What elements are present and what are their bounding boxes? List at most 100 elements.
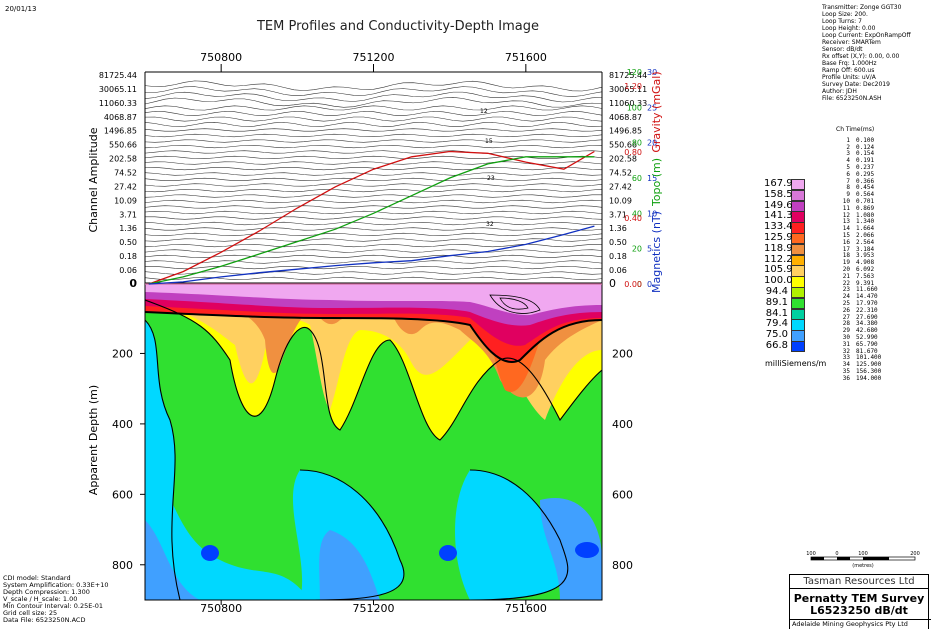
channel-number: 24 — [842, 293, 850, 301]
colorbar-swatch — [791, 179, 805, 191]
channel-table-row: 36 194.000 — [832, 374, 922, 383]
channel-number: 20 — [842, 265, 850, 273]
channel-number: 4 — [846, 157, 850, 165]
channel-profile-label: 23 — [487, 175, 495, 182]
topo-tick: 0 — [637, 280, 642, 289]
channel-number: 28 — [842, 320, 850, 328]
channel-time: 0.366 — [856, 177, 875, 185]
channel-time: 52.990 — [856, 333, 878, 341]
channel-time: 14.470 — [856, 293, 878, 301]
footer-info-line: Grid cell size: 25 — [3, 609, 58, 617]
channel-table-row: 17 3.184 — [832, 245, 922, 254]
channel-number: 15 — [842, 231, 850, 239]
gravity-tick: 0.40 — [624, 214, 642, 223]
cdi-zone-pink — [145, 283, 602, 316]
amp-tick-right: 0.06 — [609, 266, 627, 275]
channel-number: 21 — [842, 272, 850, 280]
channel-time: 4.908 — [856, 259, 875, 267]
magnetics-tick: 5 — [647, 245, 652, 254]
channel-time-table: Ch Time(ms) 1 0.100 2 0.124 3 0.154 4 0.191 5 0.2… — [832, 126, 922, 383]
channel-profile-line — [145, 105, 602, 111]
amp-tick-right: 3.71 — [609, 210, 627, 219]
channel-profile-line — [145, 199, 602, 204]
cdi-blob-3 — [575, 542, 599, 558]
colorbar-swatch — [791, 341, 805, 353]
line-name: L6523250 dB/dt — [810, 604, 908, 617]
header-info-line: Ramp Off: 600.us — [822, 67, 875, 74]
depth-tick-left: 600 — [112, 488, 133, 501]
contour-loop-inner — [499, 297, 529, 310]
colorbar-swatch — [791, 330, 805, 342]
channel-number: 2 — [846, 143, 850, 151]
depth-tick-left: 400 — [112, 418, 133, 431]
magnetics-series-line — [148, 225, 595, 285]
colorbar-swatch — [791, 254, 805, 266]
channel-number: 36 — [842, 374, 850, 382]
channel-table-row: 30 52.990 — [832, 333, 922, 342]
profile-lines — [148, 150, 595, 285]
topo-tick: 40 — [632, 209, 642, 218]
colorbar-swatch — [791, 233, 805, 245]
channel-profile-line — [145, 161, 602, 165]
channel-time: 3.953 — [856, 252, 875, 260]
channel-time: 34.380 — [856, 320, 878, 328]
channel-table-row: 8 0.454 — [832, 185, 922, 192]
magnetics-tick: 30 — [647, 68, 657, 77]
gravity-tick: 0.80 — [624, 148, 642, 157]
header-info-line: Rx offset (X,Y): 0.00, 0.00 — [822, 53, 900, 60]
survey-name: Pernatty TEM Survey — [793, 592, 925, 605]
amp-tick-right: 0.50 — [609, 238, 627, 247]
x-tick-label-bottom: 751600 — [505, 602, 547, 615]
channel-table-row: 32 81.670 — [832, 347, 922, 356]
channel-number: 32 — [842, 347, 850, 355]
figure-title: TEM Profiles and Conductivity-Depth Imag… — [256, 19, 539, 34]
channel-number: 25 — [842, 299, 850, 307]
amp-tick-right: 10.09 — [609, 196, 632, 205]
channel-profile-line — [145, 172, 602, 176]
channel-time: 125.900 — [856, 361, 882, 369]
colorbar-label: 133.4 — [764, 221, 793, 233]
channel-profile-line — [145, 249, 602, 253]
y-axis-label-gravity: Gravity (mGal) — [650, 71, 663, 152]
magnetics-tick: 20 — [647, 139, 657, 148]
date-stamp: 20/01/13 — [5, 5, 36, 13]
amp-tick-right: 1496.85 — [609, 127, 642, 136]
colorbar-label: 125.9 — [764, 232, 793, 243]
channel-time: 0.100 — [856, 136, 875, 144]
channel-profile-line — [145, 194, 602, 198]
footer-info-line: Min Contour Interval: 0.25E-01 — [3, 602, 103, 610]
channel-table-row: 11 0.869 — [832, 205, 922, 213]
amp-tick-left: 1496.85 — [104, 127, 137, 136]
amp-tick-right: 27.42 — [609, 182, 632, 191]
amp-tick-left: 0.06 — [119, 266, 137, 275]
depth-tick-right: 600 — [612, 488, 633, 501]
x-tick-label-top: 751200 — [353, 51, 395, 64]
channel-table-row: 35 156.300 — [832, 368, 922, 376]
topo-tick: 120 — [627, 68, 642, 77]
channel-number: 17 — [842, 245, 850, 253]
amp-tick-right: 30065.11 — [609, 85, 647, 94]
contractor-name: Adelaide Mining Geophysics Pty Ltd — [790, 619, 931, 628]
magnetics-tick: 15 — [647, 174, 657, 183]
channel-profile-line — [145, 205, 602, 209]
scale-tick-1: 0 — [835, 551, 838, 557]
amp-tick-right: 74.52 — [609, 169, 632, 178]
amp-tick-left: 27.42 — [114, 182, 137, 191]
contour-right — [469, 469, 569, 600]
amp-tick-right: 81725.44 — [609, 71, 647, 80]
amp-tick-left: 0 — [129, 277, 137, 290]
channel-profile-label: 32 — [486, 221, 494, 228]
channel-number: 34 — [842, 361, 850, 369]
contour-mid — [299, 469, 405, 600]
channel-profile-line — [145, 133, 602, 138]
topo-tick: 60 — [632, 174, 642, 183]
channel-time: 1.664 — [856, 225, 875, 233]
amp-tick-left: 10.09 — [114, 196, 137, 205]
amp-tick-right: 11060.33 — [609, 99, 647, 108]
colorbar-label: 94.4 — [765, 286, 788, 297]
channel-profile-line — [145, 271, 602, 275]
channel-table-row: 14 1.664 — [832, 225, 922, 233]
header-info-line: Loop Height: 0.00 — [822, 25, 876, 32]
footer-info-line: CDI model: Standard — [3, 574, 71, 582]
